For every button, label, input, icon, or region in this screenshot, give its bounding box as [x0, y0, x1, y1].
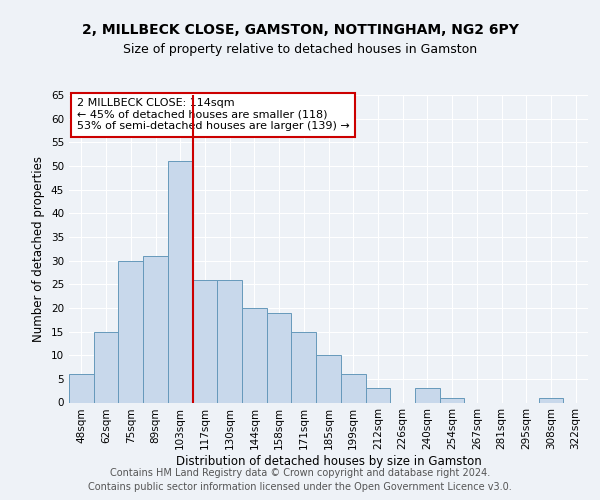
Bar — [168, 161, 193, 402]
Bar — [341, 374, 365, 402]
Bar — [365, 388, 390, 402]
Bar — [242, 308, 267, 402]
X-axis label: Distribution of detached houses by size in Gamston: Distribution of detached houses by size … — [176, 455, 481, 468]
Bar — [267, 312, 292, 402]
Text: Contains public sector information licensed under the Open Government Licence v3: Contains public sector information licen… — [88, 482, 512, 492]
Text: 2, MILLBECK CLOSE, GAMSTON, NOTTINGHAM, NG2 6PY: 2, MILLBECK CLOSE, GAMSTON, NOTTINGHAM, … — [82, 22, 518, 36]
Bar — [69, 374, 94, 402]
Bar — [193, 280, 217, 402]
Bar — [143, 256, 168, 402]
Bar — [217, 280, 242, 402]
Bar — [440, 398, 464, 402]
Bar — [292, 332, 316, 402]
Bar — [94, 332, 118, 402]
Bar — [118, 260, 143, 402]
Y-axis label: Number of detached properties: Number of detached properties — [32, 156, 46, 342]
Bar — [539, 398, 563, 402]
Bar — [415, 388, 440, 402]
Text: Contains HM Land Registry data © Crown copyright and database right 2024.: Contains HM Land Registry data © Crown c… — [110, 468, 490, 477]
Text: Size of property relative to detached houses in Gamston: Size of property relative to detached ho… — [123, 42, 477, 56]
Bar — [316, 355, 341, 403]
Text: 2 MILLBECK CLOSE: 114sqm
← 45% of detached houses are smaller (118)
53% of semi-: 2 MILLBECK CLOSE: 114sqm ← 45% of detach… — [77, 98, 350, 132]
